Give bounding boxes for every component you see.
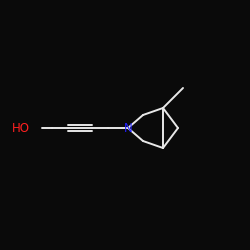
- Text: HO: HO: [12, 122, 30, 134]
- Text: N: N: [124, 122, 132, 134]
